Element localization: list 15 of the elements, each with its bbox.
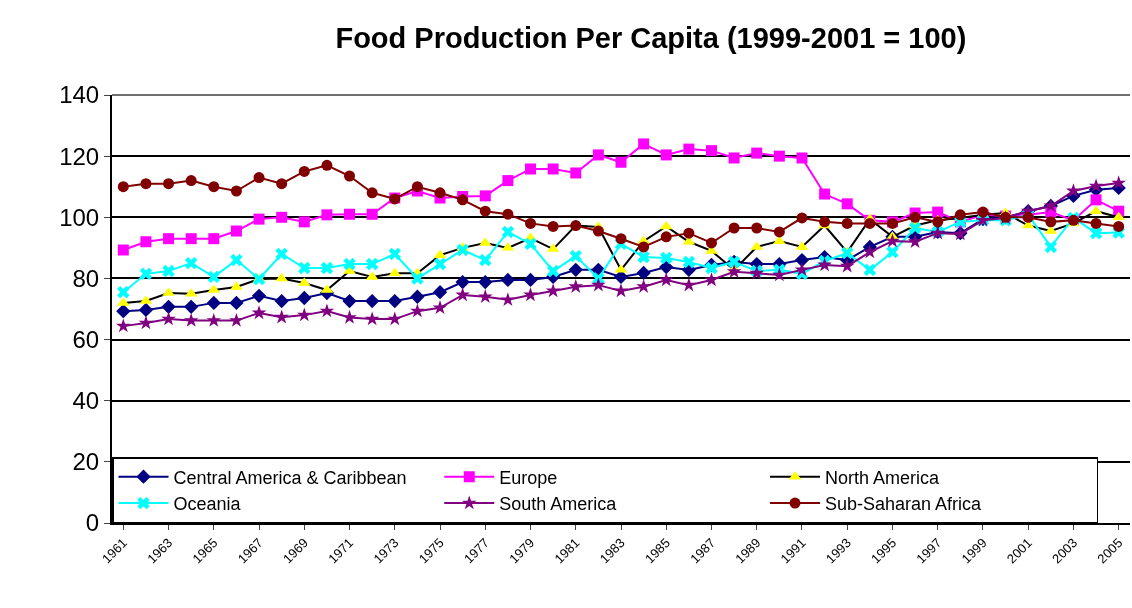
y-tick-label: 40 — [72, 387, 100, 415]
y-tick-label: 0 — [85, 509, 100, 537]
y-tick-label: 20 — [72, 448, 100, 476]
chart-title: Food Production Per Capita (1999-2001 = 100) — [335, 21, 967, 54]
legend-label: Sub-Saharan Africa — [825, 494, 983, 515]
y-tick-label: 120 — [59, 142, 100, 170]
legend-label: Oceania — [173, 494, 242, 515]
y-tick-label: 140 — [59, 81, 100, 109]
legend-label: Europe — [499, 467, 558, 488]
y-tick-label: 60 — [72, 325, 100, 353]
legend-label: Central America & Caribbean — [173, 467, 407, 488]
legend-label: North America — [825, 467, 941, 488]
y-tick-label: 100 — [59, 203, 100, 231]
y-tick-label: 80 — [72, 264, 100, 292]
legend-label: South America — [499, 494, 618, 515]
